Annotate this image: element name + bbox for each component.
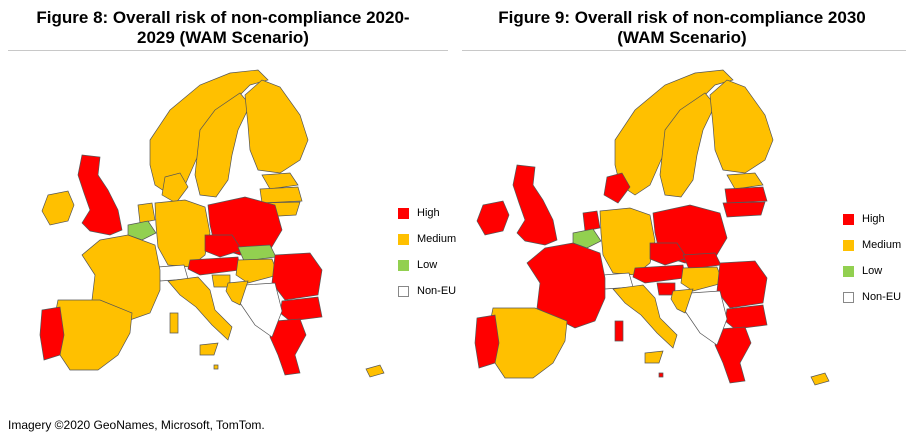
country-united-kingdom — [77, 154, 123, 236]
country-sicily — [644, 350, 664, 364]
country-cyprus — [365, 364, 385, 378]
figure-9-legend: High Medium Low Non-EU — [843, 206, 901, 310]
country-portugal — [474, 314, 500, 369]
country-czechia — [649, 242, 688, 266]
country-hungary — [235, 258, 279, 284]
figure-8-title-line2: 2029 (WAM Scenario) — [137, 28, 309, 47]
legend-swatch-non-eu — [398, 285, 409, 297]
legend-item-non-eu: Non-EU — [843, 284, 901, 310]
legend-item-non-eu: Non-EU — [398, 278, 456, 304]
legend-item-high: High — [398, 200, 456, 226]
legend-label-medium: Medium — [417, 233, 457, 245]
country-malta — [213, 364, 219, 370]
country-germany — [154, 199, 211, 268]
country-greece — [269, 318, 307, 376]
country-spain — [489, 307, 568, 379]
country-italy — [167, 276, 233, 341]
country-croatia — [670, 288, 694, 314]
country-united-kingdom — [512, 164, 558, 246]
legend-label-low: Low — [862, 265, 883, 277]
legend-label-high: High — [862, 213, 885, 225]
country-estonia — [261, 172, 299, 190]
country-estonia — [726, 172, 764, 190]
country-germany — [599, 207, 656, 276]
country-belgium — [572, 228, 602, 249]
country-lithuania — [722, 201, 766, 218]
country-austria — [187, 256, 241, 276]
figure-8-divider — [8, 50, 448, 51]
country-latvia — [724, 186, 768, 204]
country-sardinia — [169, 312, 179, 334]
country-netherlands — [137, 202, 156, 224]
legend-swatch-medium — [843, 239, 854, 251]
legend-swatch-non-eu — [843, 291, 854, 303]
country-portugal — [39, 306, 65, 361]
country-belgium — [127, 220, 157, 241]
country-romania — [271, 252, 323, 301]
country-austria — [632, 264, 686, 284]
legend-swatch-medium — [398, 233, 409, 245]
figure-9-divider — [462, 50, 906, 51]
country-spain — [54, 299, 133, 371]
legend-swatch-high — [843, 213, 854, 225]
country-czechia — [204, 234, 243, 258]
legend-item-low: Low — [843, 258, 901, 284]
country-bulgaria — [724, 304, 768, 330]
country-finland — [244, 79, 309, 174]
country-sicily — [199, 342, 219, 356]
country-slovakia — [682, 252, 722, 270]
country-sweden — [659, 92, 716, 198]
country-france — [526, 242, 606, 329]
legend-label-high: High — [417, 207, 440, 219]
legend-item-medium: Medium — [398, 226, 456, 252]
legend-label-non-eu: Non-EU — [417, 285, 457, 297]
country-hungary — [680, 266, 724, 292]
figure-8-legend: High Medium Low Non-EU — [398, 200, 456, 304]
country-romania — [716, 260, 768, 309]
figure-8-title-line1: Figure 8: Overall risk of non-compliance… — [36, 8, 410, 27]
country-greece — [714, 326, 752, 384]
country-denmark — [161, 172, 189, 204]
country-france — [81, 234, 161, 321]
europe-map-2030 — [474, 69, 830, 386]
country-croatia — [225, 280, 249, 306]
legend-label-low: Low — [417, 259, 438, 271]
country-netherlands — [582, 210, 601, 232]
country-ireland — [476, 200, 510, 236]
imagery-credit: Imagery ©2020 GeoNames, Microsoft, TomTo… — [8, 418, 265, 432]
legend-item-high: High — [843, 206, 901, 232]
country-bulgaria — [279, 296, 323, 322]
figure-9-title-line1: Figure 9: Overall risk of non-compliance… — [498, 8, 866, 27]
figure-9-title: Figure 9: Overall risk of non-compliance… — [462, 8, 902, 48]
legend-swatch-low — [843, 265, 854, 277]
figure-9-title-line2: (WAM Scenario) — [617, 28, 747, 47]
legend-label-medium: Medium — [862, 239, 902, 251]
legend-swatch-low — [398, 259, 409, 271]
country-latvia — [259, 186, 303, 204]
country-finland — [709, 79, 774, 174]
country-cyprus — [810, 372, 830, 386]
legend-swatch-high — [398, 207, 409, 219]
europe-map-2020-2029 — [39, 69, 385, 378]
country-slovakia — [237, 244, 277, 262]
country-sardinia — [614, 320, 624, 342]
legend-item-medium: Medium — [843, 232, 901, 258]
country-denmark — [603, 172, 631, 204]
country-ireland — [41, 190, 75, 226]
legend-label-non-eu: Non-EU — [862, 291, 902, 303]
country-italy — [612, 284, 678, 349]
legend-item-low: Low — [398, 252, 456, 278]
country-sweden — [194, 92, 251, 198]
figure-8-title: Figure 8: Overall risk of non-compliance… — [8, 8, 438, 48]
country-malta — [658, 372, 664, 378]
